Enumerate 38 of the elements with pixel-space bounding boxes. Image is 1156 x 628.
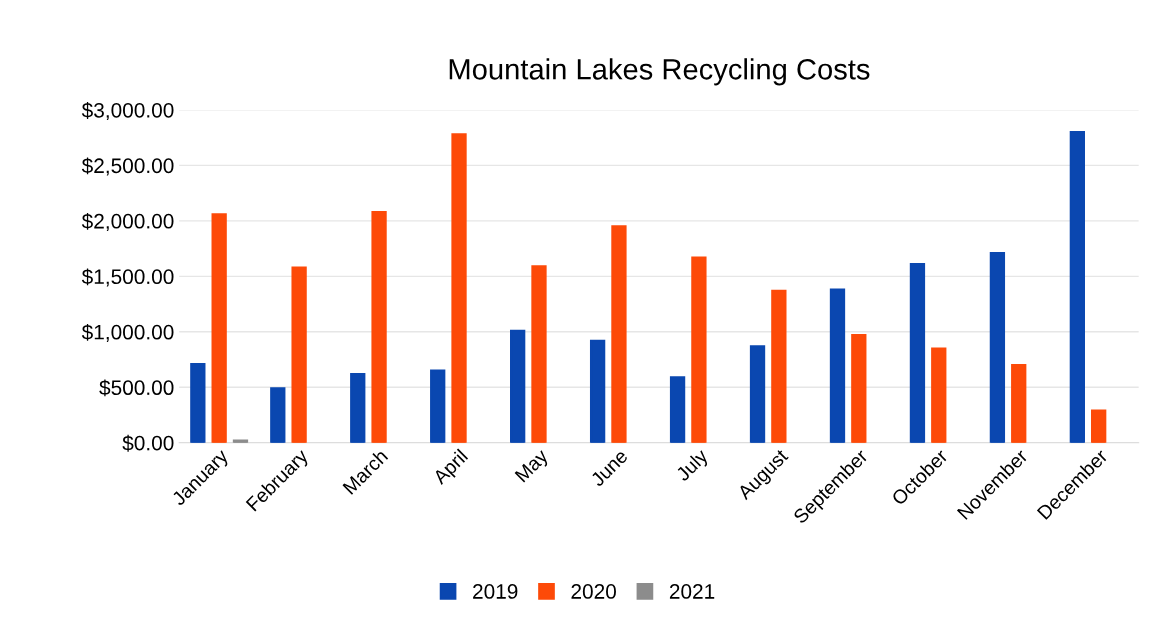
bar bbox=[350, 372, 366, 443]
bar bbox=[371, 210, 387, 443]
bar bbox=[1011, 364, 1027, 443]
y-tick-label: $3,000.00 bbox=[81, 102, 174, 121]
bar bbox=[669, 376, 686, 443]
bar bbox=[931, 347, 947, 443]
bar bbox=[851, 334, 867, 443]
bar bbox=[211, 213, 227, 443]
bar bbox=[270, 387, 286, 443]
bar bbox=[451, 133, 467, 443]
y-tick-label: $1,500.00 bbox=[81, 268, 174, 287]
y-tick-label: $0.00 bbox=[122, 434, 174, 452]
bar bbox=[611, 225, 627, 443]
chart-title: Mountain Lakes Recycling Costs bbox=[449, 58, 870, 86]
bar bbox=[291, 266, 307, 443]
bar bbox=[190, 362, 206, 443]
x-tick-label: July bbox=[674, 447, 712, 485]
bar bbox=[531, 265, 547, 443]
bar bbox=[1091, 409, 1107, 443]
y-tick-label: $2,000.00 bbox=[81, 212, 174, 232]
bar bbox=[691, 256, 707, 443]
bar bbox=[989, 251, 1006, 443]
y-tick-label: $2,500.00 bbox=[81, 157, 174, 176]
bar bbox=[430, 369, 446, 443]
legend-label: 2020 bbox=[571, 584, 616, 599]
bar bbox=[829, 288, 846, 443]
bar bbox=[232, 439, 249, 443]
y-tick-label: $1,000.00 bbox=[81, 323, 174, 343]
bar bbox=[510, 329, 526, 443]
bar bbox=[771, 289, 787, 443]
x-tick-label: May bbox=[514, 448, 552, 486]
legend-label: 2021 bbox=[669, 584, 715, 599]
bar bbox=[749, 345, 766, 443]
bar bbox=[909, 263, 926, 443]
y-tick-label: $500.00 bbox=[99, 379, 174, 397]
bar bbox=[1069, 131, 1086, 443]
legend-label: 2019 bbox=[473, 584, 518, 599]
bar bbox=[589, 339, 606, 443]
